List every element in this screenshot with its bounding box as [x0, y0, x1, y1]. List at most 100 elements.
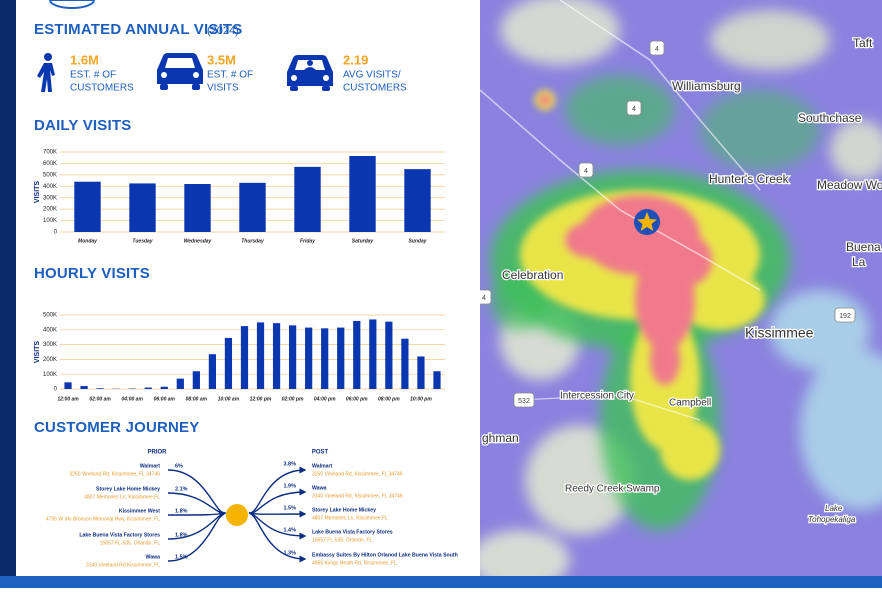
- map-label: Intercession City: [560, 391, 634, 402]
- share-label: 1.5%: [283, 505, 296, 511]
- road-shield-label: 4: [655, 46, 659, 53]
- stat-value: 1.6M: [70, 52, 99, 67]
- y-tick-label: 200K: [43, 207, 57, 213]
- place-address: 3140 Vineland Rd Kissimmee, FL: [86, 562, 160, 568]
- x-tick-label: 10:00 pm: [410, 396, 432, 402]
- bar: [369, 319, 376, 389]
- place-name: Walmart: [312, 463, 333, 469]
- y-axis-label: VISITS: [34, 341, 41, 364]
- share-label: 1.9%: [283, 483, 296, 489]
- x-tick-label: Friday: [300, 238, 315, 244]
- stat-value: 2.19: [343, 52, 368, 67]
- bar: [257, 322, 264, 389]
- x-tick-label: 08:00 am: [186, 396, 208, 402]
- x-tick-label: Tuesday: [132, 238, 152, 244]
- bar: [193, 371, 200, 389]
- share-label: 1.8%: [175, 508, 188, 514]
- bar: [74, 182, 100, 232]
- share-label: 1.4%: [283, 527, 296, 533]
- bar: [353, 321, 360, 389]
- place-name: Wawa: [145, 554, 160, 560]
- x-tick-label: Thursday: [241, 238, 264, 244]
- stat-label: VISITS: [207, 83, 239, 94]
- place-name: Walmart: [140, 463, 161, 469]
- bar: [241, 326, 248, 389]
- share-label: 6%: [175, 463, 183, 469]
- bar: [337, 328, 344, 389]
- prior-label: PRIOR: [147, 450, 167, 456]
- map-label: ghman: [482, 431, 519, 445]
- footer-bar: [0, 576, 882, 588]
- road-shield-label: 4: [482, 295, 486, 302]
- place-name: Kissimmee West: [119, 508, 160, 514]
- place-name: Embassy Suites By Hilton Orlanod Lake Bu…: [312, 552, 458, 558]
- journey-center: [226, 504, 248, 526]
- x-tick-label: Monday: [78, 238, 97, 244]
- place-name: Storey Lake Home Mickey: [96, 486, 160, 492]
- place-address: 4955 Kyngs Heath Rd, Kissimmee, FL: [312, 560, 397, 566]
- place-address: 3250 Vineland Rd, Kissimmee, FL 34746: [312, 471, 403, 477]
- road-shield-label: 4: [632, 106, 636, 113]
- side-stripe: [0, 0, 16, 576]
- y-tick-label: 500K: [43, 172, 57, 178]
- bar: [385, 322, 392, 389]
- post-label: POST: [312, 450, 329, 456]
- place-address: 15657 FL-535, Orlando, FL: [312, 537, 373, 543]
- x-tick-label: 08:00 pm: [378, 396, 400, 402]
- x-tick-label: Saturday: [352, 238, 374, 244]
- bar: [404, 169, 430, 232]
- bar: [349, 156, 375, 232]
- map-label: Meadow Wo: [817, 178, 882, 192]
- x-tick-label: 12:00 am: [57, 396, 79, 402]
- place-address: 4807 Memories Ln, Kissimmee,FL: [84, 494, 160, 500]
- bar: [294, 167, 320, 232]
- year: (2024): [207, 25, 239, 37]
- bar: [177, 379, 184, 389]
- bar: [64, 382, 71, 389]
- x-tick-label: 12:00 pm: [250, 396, 272, 402]
- place-address: 15657 FL-535, Orlando, FL: [100, 540, 161, 546]
- bar: [225, 338, 232, 389]
- map-label: Southchase: [798, 111, 862, 125]
- y-tick-label: 200K: [43, 357, 57, 363]
- place-address: 3140 Vineland Rd, Kissimmee, FL 34746: [312, 493, 403, 499]
- place-name: Lake Buena Vista Factory Stores: [79, 532, 160, 538]
- bar: [145, 388, 152, 389]
- place-name: Wawa: [312, 485, 327, 491]
- map-label: Lake: [825, 504, 843, 513]
- x-tick-label: 04:00 am: [121, 396, 143, 402]
- map-label: Williamsburg: [672, 79, 741, 93]
- place-name: Storey Lake Home Mickey: [312, 507, 376, 513]
- bar: [433, 371, 440, 389]
- y-tick-label: 100K: [43, 218, 57, 224]
- chart-title: HOURLY VISITS: [34, 265, 150, 282]
- road-shield-label: 532: [518, 398, 530, 405]
- map-label: Taft: [853, 36, 873, 50]
- place-address: 4795 W Irlo Bronson Memorial Hwy, Kissim…: [46, 516, 160, 522]
- bar: [96, 388, 103, 389]
- bar: [401, 339, 408, 389]
- stat-value: 3.5M: [207, 52, 236, 67]
- bar: [184, 184, 210, 232]
- bar: [417, 356, 424, 389]
- map-label: Tohopekaliga: [808, 515, 856, 524]
- y-axis-label: VISITS: [34, 181, 41, 204]
- y-tick-label: 100K: [43, 372, 57, 378]
- share-label: 2.1%: [175, 486, 188, 492]
- x-tick-label: 10:00 am: [218, 396, 240, 402]
- y-tick-label: 700K: [43, 150, 57, 156]
- x-tick-label: 04:00 pm: [314, 396, 336, 402]
- car-driver-icon: [287, 55, 333, 91]
- place-address: 4807 Memories Ln, Kissimmee,FL: [312, 515, 388, 521]
- bar: [289, 325, 296, 389]
- stat-label: CUSTOMERS: [70, 83, 134, 94]
- bar: [239, 183, 265, 232]
- y-tick-label: 400K: [43, 184, 57, 190]
- x-tick-label: 06:00 am: [154, 396, 176, 402]
- share-label: 1.3%: [283, 550, 296, 556]
- x-tick-label: 02:00 pm: [282, 396, 304, 402]
- map-label: Buena: [846, 240, 881, 254]
- place-name: Lake Buena Vista Factory Stores: [312, 529, 393, 535]
- bar: [305, 328, 312, 389]
